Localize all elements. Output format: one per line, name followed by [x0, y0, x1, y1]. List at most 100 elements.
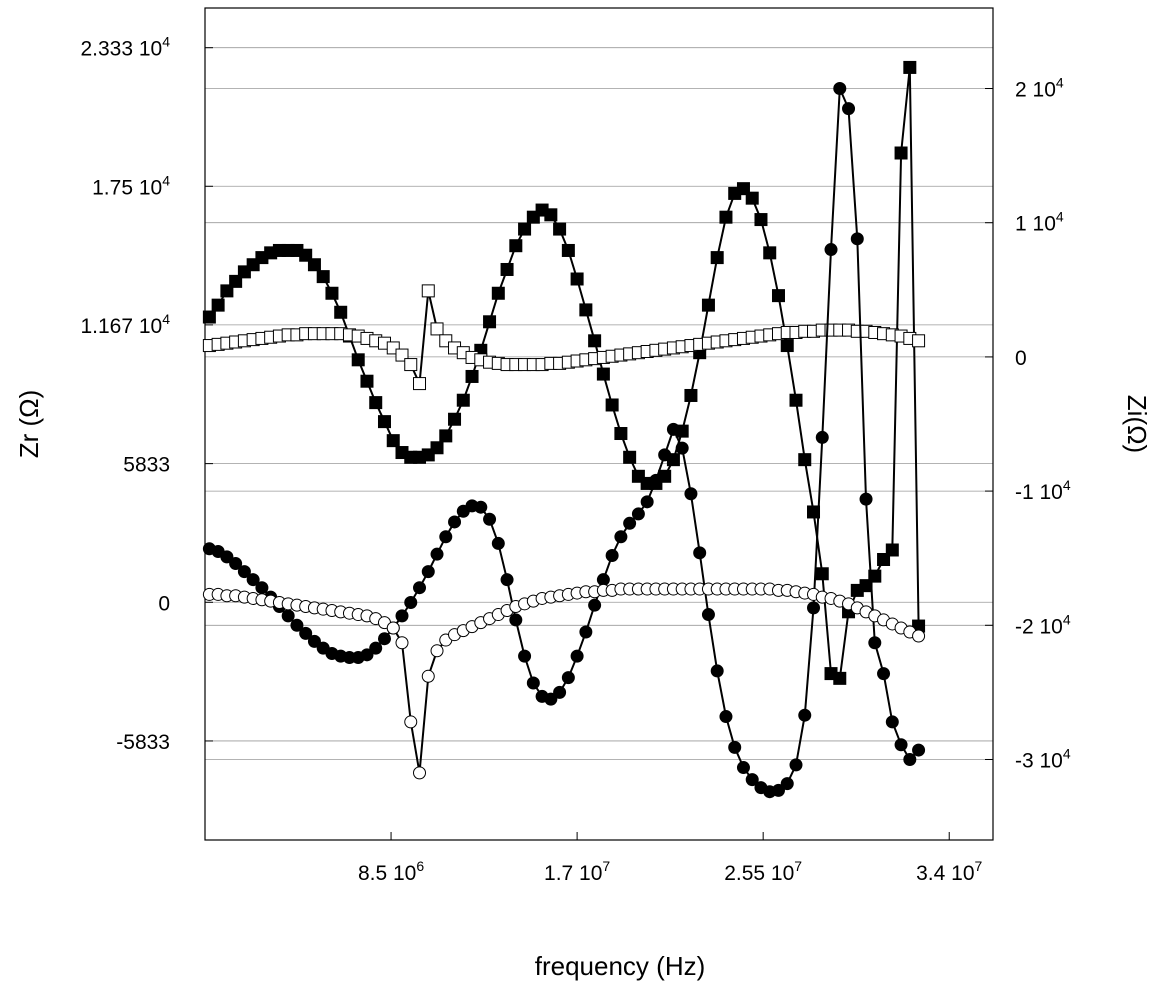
data-point	[334, 305, 348, 319]
data-point	[719, 210, 733, 224]
data-point	[220, 550, 234, 564]
data-point	[894, 146, 908, 160]
data-point	[483, 315, 497, 329]
data-point	[518, 649, 532, 663]
data-point	[430, 644, 444, 658]
data-point	[211, 298, 225, 312]
data-point	[684, 487, 698, 501]
data-point	[579, 625, 593, 639]
data-point	[509, 613, 523, 627]
data-point	[307, 258, 321, 272]
data-point	[807, 505, 821, 519]
data-point	[220, 284, 234, 298]
series-line	[209, 88, 920, 793]
left-axis-title: Zr (Ω)	[14, 390, 44, 459]
x-tick-label: 3.4 107	[916, 858, 982, 885]
data-point	[728, 740, 742, 754]
data-point	[553, 222, 567, 236]
data-point	[413, 581, 427, 595]
right-axis-title: Zi(Ω)	[1122, 395, 1152, 453]
data-point	[518, 222, 532, 236]
right-gridlines	[205, 88, 993, 760]
data-point	[649, 473, 663, 487]
data-point	[404, 715, 418, 729]
data-point	[859, 492, 873, 506]
data-point	[202, 310, 216, 324]
data-point	[229, 557, 243, 571]
data-point	[421, 669, 435, 683]
data-point	[561, 671, 575, 685]
data-point	[544, 208, 558, 222]
data-point	[430, 547, 444, 561]
data-point	[395, 348, 409, 362]
data-point	[246, 573, 260, 587]
left-tick-label: 1.167 104	[80, 311, 170, 338]
data-point	[719, 710, 733, 724]
data-point	[561, 243, 575, 257]
data-point	[544, 692, 558, 706]
x-tick-label: 8.5 106	[358, 858, 424, 885]
right-axis-ticks: 2 104 1 104 0 -1 104 -2 104 -3 104	[985, 75, 1071, 772]
data-point	[369, 641, 383, 655]
data-point	[684, 388, 698, 402]
data-point	[623, 450, 637, 464]
data-point	[316, 270, 330, 284]
data-point	[605, 549, 619, 563]
data-point	[448, 515, 462, 529]
data-point	[710, 664, 724, 678]
data-point	[631, 507, 645, 521]
series-square-open	[202, 284, 926, 391]
data-point	[850, 232, 864, 246]
data-point	[421, 565, 435, 579]
data-point	[553, 685, 567, 699]
data-point	[299, 626, 313, 640]
data-point	[912, 629, 926, 643]
data-point	[912, 334, 926, 348]
data-point	[491, 536, 505, 550]
data-point	[675, 441, 689, 455]
data-point	[509, 239, 523, 253]
right-tick-label: 2 104	[1015, 75, 1064, 102]
data-point	[588, 598, 602, 612]
x-tick-label: 2.55 107	[724, 858, 802, 885]
data-point	[465, 369, 479, 383]
data-point	[824, 243, 838, 257]
data-point	[912, 743, 926, 757]
data-point	[360, 374, 374, 388]
data-point	[386, 621, 400, 635]
data-point	[360, 648, 374, 662]
data-point	[579, 303, 593, 317]
data-point	[701, 608, 715, 622]
data-point	[421, 284, 435, 298]
left-tick-label: 5833	[123, 454, 170, 477]
right-tick-label: 0	[1015, 347, 1027, 370]
data-point	[413, 377, 427, 391]
data-point	[526, 676, 540, 690]
x-tick-label: 1.7 107	[544, 858, 610, 885]
left-tick-label: -5833	[116, 731, 170, 754]
data-point	[833, 671, 847, 685]
data-point	[491, 286, 505, 300]
x-axis-title: frequency (Hz)	[535, 951, 706, 981]
data-point	[614, 427, 628, 441]
data-point	[369, 396, 383, 410]
data-point	[693, 546, 707, 560]
data-point	[842, 102, 856, 116]
plot-frame	[204, 7, 994, 841]
series-line	[208, 67, 920, 680]
data-point	[789, 758, 803, 772]
data-point	[833, 82, 847, 96]
data-point	[570, 649, 584, 663]
data-point	[666, 422, 680, 436]
data-point	[596, 367, 610, 381]
data-point	[798, 708, 812, 722]
data-point	[868, 636, 882, 650]
data-point	[229, 274, 243, 288]
data-point	[570, 272, 584, 286]
data-point	[815, 567, 829, 581]
data-point	[807, 601, 821, 615]
data-point	[736, 761, 750, 775]
data-point	[474, 500, 488, 514]
data-point	[237, 565, 251, 579]
